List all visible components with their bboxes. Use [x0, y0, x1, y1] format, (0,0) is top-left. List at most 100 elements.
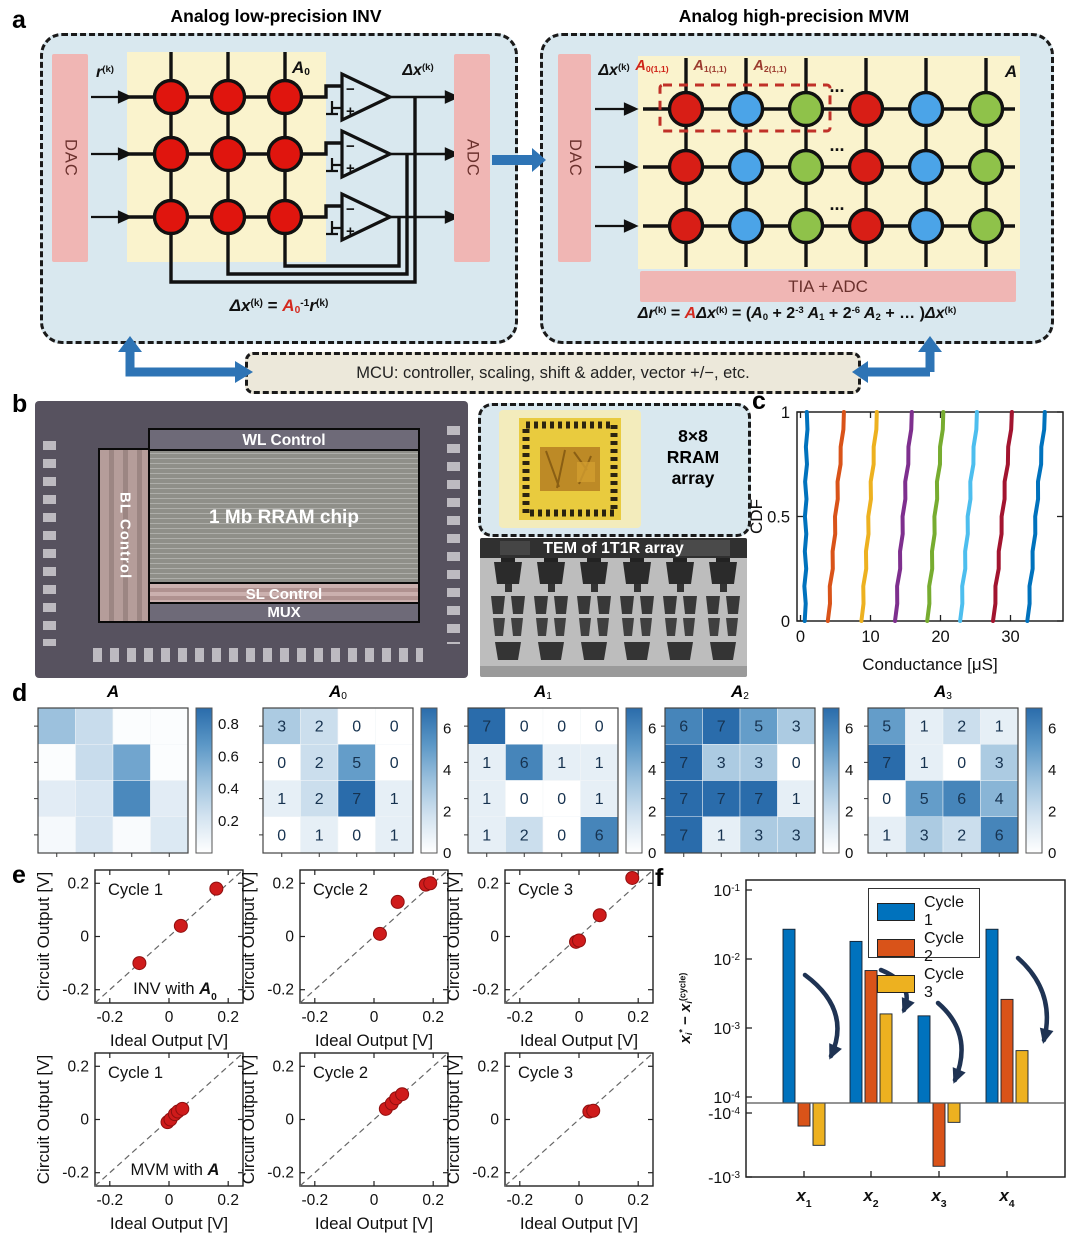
svg-text:1: 1: [792, 791, 801, 808]
svg-text:0.2: 0.2: [477, 1058, 499, 1075]
svg-text:30: 30: [1001, 628, 1019, 646]
scatter-plot-3: -0.2 -0.2 0 0 0.2 0.2 Ideal Output [V] Circuit …: [34, 1052, 244, 1233]
svg-text:+: +: [346, 103, 355, 120]
sl-control-label: SL Control: [245, 585, 323, 603]
bar-cycle3-x3: [947, 1102, 961, 1123]
tem-image: TEM of 1T1R array: [480, 538, 747, 677]
svg-text:10: 10: [861, 628, 879, 646]
legend-swatch-cycle3: [877, 975, 915, 993]
svg-text:2: 2: [957, 827, 966, 844]
opamp-plus-stubs: [326, 101, 342, 236]
legend-label: Cycle 3: [924, 966, 965, 1001]
svg-text:Ideal Output [V]: Ideal Output [V]: [520, 1031, 638, 1050]
svg-text:1: 1: [595, 755, 604, 772]
svg-text:Ideal Output [V]: Ideal Output [V]: [110, 1031, 228, 1050]
bar-cycle2-x1: [797, 1102, 811, 1127]
tia-adc-bar: TIA + ADC: [640, 271, 1016, 302]
svg-text:0.2: 0.2: [218, 813, 239, 830]
svg-text:7: 7: [352, 791, 361, 808]
svg-text:3: 3: [792, 719, 801, 736]
svg-text:Cycle 2: Cycle 2: [313, 881, 368, 899]
rram-array-region: 1 Mb RRAM chip: [148, 449, 420, 586]
svg-text:1: 1: [277, 791, 286, 808]
mux-region: MUX: [148, 602, 420, 623]
svg-text:Cycle 2: Cycle 2: [313, 1064, 368, 1082]
bar-cycle2-x4: [1000, 998, 1014, 1104]
input-arrows: [91, 90, 133, 224]
svg-text:-10-3: -10-3: [708, 1170, 740, 1188]
heatmap-title-A0: A0: [329, 682, 347, 703]
tem-caption: TEM of 1T1R array: [543, 540, 684, 557]
svg-text:3: 3: [717, 755, 726, 772]
svg-text:0: 0: [557, 827, 566, 844]
cdf-curve: [991, 410, 1014, 623]
svg-text:1: 1: [482, 791, 491, 808]
mvm-box: DAC Δx(k) A0(1,1) A1(1,1) A2(1,1) A ... …: [540, 33, 1054, 344]
svg-text:0: 0: [575, 1192, 584, 1209]
cdf-curve: [802, 410, 810, 623]
cycle-scatter-plots: -0.2 -0.2 0 0 0.2 0.2 Ideal Output [V] Circuit …: [34, 869, 654, 1233]
svg-text:7: 7: [679, 755, 688, 772]
svg-text:-0.2: -0.2: [472, 982, 499, 999]
svg-text:x2: x2: [862, 1186, 878, 1210]
svg-text:x3: x3: [930, 1186, 946, 1210]
array-caption: 8×8 RRAM array: [666, 426, 720, 488]
panel-label-f: f: [655, 864, 664, 892]
tem-cell: [620, 556, 654, 660]
svg-text:2: 2: [648, 804, 656, 821]
wl-control-label: WL Control: [242, 431, 326, 449]
data-point: [390, 894, 405, 909]
adc-bar-left: ADC: [454, 54, 490, 262]
svg-text:Ideal Output [V]: Ideal Output [V]: [520, 1214, 638, 1233]
svg-text:0.6: 0.6: [218, 748, 239, 765]
svg-text:-0.2: -0.2: [96, 1192, 123, 1209]
svg-text:1: 1: [482, 755, 491, 772]
svg-text:5: 5: [920, 791, 929, 808]
opamps: − + − + − +: [326, 71, 394, 243]
svg-text:2: 2: [315, 755, 324, 772]
mux-label: MUX: [267, 604, 301, 621]
adc-label: ADC: [463, 139, 482, 177]
svg-text:Circuit Output [V]: Circuit Output [V]: [444, 1055, 463, 1184]
svg-text:7: 7: [882, 755, 891, 772]
bar-cycle3-x4: [1015, 1050, 1029, 1104]
svg-text:Circuit Output [V]: Circuit Output [V]: [239, 1055, 258, 1184]
data-point: [173, 918, 188, 933]
svg-text:0: 0: [957, 755, 966, 772]
svg-text:1: 1: [390, 827, 399, 844]
bl-control-region: BL Control: [98, 448, 152, 623]
svg-text:0.5: 0.5: [767, 509, 790, 527]
dac-bar-right: DAC: [558, 54, 591, 262]
mvm-title: Analog high-precision MVM: [678, 6, 910, 26]
data-point: [395, 1087, 410, 1102]
svg-text:x1: x1: [795, 1186, 811, 1210]
svg-text:7: 7: [754, 791, 763, 808]
svg-text:Ideal Output [V]: Ideal Output [V]: [315, 1031, 433, 1050]
svg-text:0: 0: [165, 1192, 174, 1209]
svg-text:-0.2: -0.2: [267, 1165, 294, 1182]
svg-text:0: 0: [390, 755, 399, 772]
svg-text:3: 3: [792, 827, 801, 844]
bar-cycle3-x1: [812, 1102, 826, 1146]
mcu-left-connector-arrow: [118, 336, 253, 383]
tem-structures: [480, 538, 747, 677]
svg-text:5: 5: [882, 719, 891, 736]
svg-text:2: 2: [845, 804, 853, 821]
data-point: [372, 926, 387, 941]
matrix-a0-label: A0: [292, 58, 310, 79]
bar-cycle1-x2: [849, 940, 863, 1104]
svg-text:0.2: 0.2: [422, 1192, 444, 1209]
svg-text:0.4: 0.4: [218, 781, 239, 798]
identity-line: [299, 869, 449, 1004]
svg-text:+: +: [346, 223, 355, 240]
svg-text:1: 1: [595, 791, 604, 808]
svg-text:0: 0: [370, 1192, 379, 1209]
svg-text:6: 6: [845, 721, 853, 738]
svg-text:0: 0: [490, 929, 499, 946]
svg-text:0: 0: [490, 1112, 499, 1129]
svg-text:2: 2: [315, 791, 324, 808]
svg-text:0.2: 0.2: [272, 1058, 294, 1075]
svg-text:MVM with A: MVM with A: [131, 1161, 220, 1179]
svg-text:6: 6: [995, 827, 1004, 844]
